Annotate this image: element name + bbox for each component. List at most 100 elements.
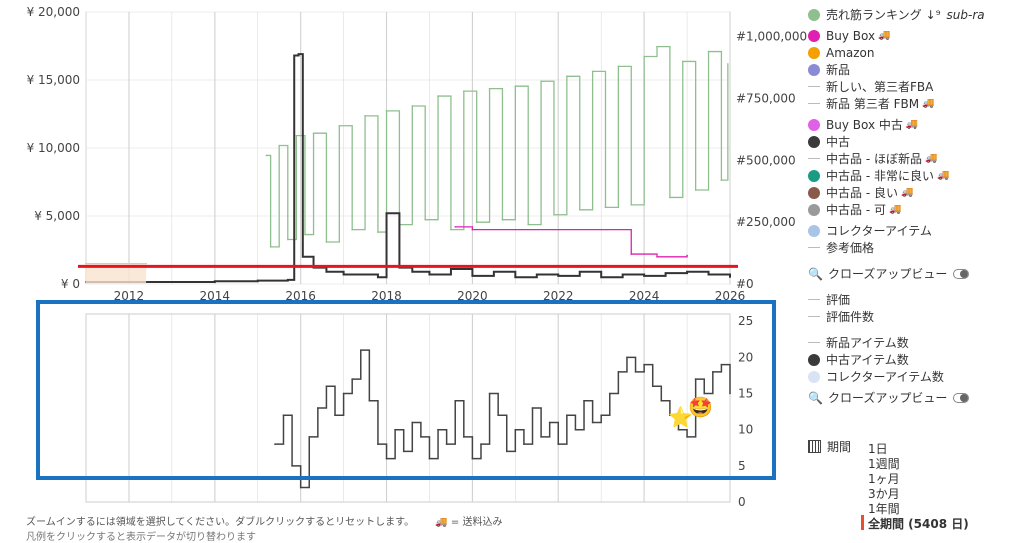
lower-series-point-0	[454, 399, 457, 402]
lower-series-point-0	[608, 392, 611, 395]
truck-icon: 🚚	[888, 204, 902, 215]
legend-item-legend.items2-2[interactable]: 新品アイテム数	[808, 334, 1024, 351]
series-point-0	[385, 110, 388, 112]
legend-item-legend.items-8[interactable]: 中古品 - ほぼ新品 🚚	[808, 150, 1024, 167]
legend-dot-icon	[808, 8, 820, 21]
series-point-2	[297, 53, 300, 55]
lower-y-tick-label: 20	[738, 350, 753, 364]
lower-series-point-0	[437, 428, 439, 431]
series-point-2	[536, 273, 538, 276]
legend-secondary: 評価評価件数新品アイテム数 中古アイテム数 コレクターアイテム数	[808, 291, 1024, 385]
series-point-0	[338, 124, 341, 127]
legend-label: 評価件数	[826, 310, 875, 324]
legend-line-icon	[808, 247, 820, 248]
series-point-2	[286, 279, 289, 281]
series-point-2	[686, 270, 688, 273]
series-point-2	[578, 270, 581, 273]
lower-series-point-0	[626, 356, 628, 359]
range-1w[interactable]: 1週間	[868, 457, 900, 471]
series-point-2	[377, 276, 379, 279]
series-point-0	[527, 223, 530, 226]
lower-series-point-0	[505, 450, 508, 453]
series-point-0	[424, 218, 426, 221]
toggle-switch-icon[interactable]	[953, 392, 970, 403]
legend-item-legend.items2-3[interactable]: 中古アイテム数	[808, 351, 1024, 368]
series-point-0	[727, 63, 729, 65]
lower-series-point-0	[651, 385, 654, 388]
calendar-icon	[808, 440, 821, 453]
series-point-0	[325, 241, 328, 243]
subcategory-label[interactable]: sub-ra	[946, 7, 985, 22]
x-tick-label: 2020	[457, 289, 488, 303]
footer-hint: ズームインするには領域を選択してください。ダブルクリックするとリセットします。 …	[26, 517, 503, 528]
closeup-toggle-1[interactable]: 🔍 クローズアップビュー	[808, 265, 1024, 282]
legend-item-legend.items-5[interactable]: 新品 第三者 FBM 🚚	[808, 95, 1024, 112]
lower-plot-frame	[85, 313, 731, 503]
legend-item-legend.items-3[interactable]: 新品	[808, 61, 1024, 78]
search-icon: 🔍	[808, 266, 823, 281]
lower-series-point-0	[497, 414, 499, 417]
legend-item-legend.items-1[interactable]: Buy Box 🚚	[808, 27, 1024, 44]
lower-series-point-0	[420, 436, 422, 438]
legend-label: 中古品 - 非常に良い	[826, 169, 934, 183]
lower-series-point-0	[686, 436, 688, 438]
series-point-2	[643, 275, 645, 277]
legend-item-legend.items-9[interactable]: 中古品 - 非常に良い 🚚	[808, 167, 1024, 184]
legend-item-legend.items-2[interactable]: Amazon	[808, 44, 1024, 61]
lower-series-point-0	[480, 443, 482, 445]
y-left-tick-label: ¥ 5,000	[34, 209, 80, 223]
lower-series-point-0	[291, 465, 293, 467]
legend-item-legend.items2-0[interactable]: 評価	[808, 291, 1024, 308]
range-1y[interactable]: 1年間	[868, 502, 900, 516]
series-point-0	[514, 85, 517, 87]
legend-item-legend.items-12[interactable]: コレクターアイテム	[808, 222, 1024, 239]
legend-line-icon	[808, 316, 820, 317]
lower-series-point-0	[402, 450, 405, 453]
legend-item-legend.items-13[interactable]: 参考価格	[808, 239, 1024, 256]
lower-series-point-0	[600, 414, 602, 417]
legend-dot-icon	[808, 186, 820, 199]
series-point-1	[471, 228, 474, 231]
legend-item-legend.items2-4[interactable]: コレクターアイテム数	[808, 368, 1024, 385]
legend-dot-icon	[808, 353, 820, 366]
y-left-tick-label: ¥ 20,000	[27, 5, 80, 19]
legend-item-legend.items-11[interactable]: 中古品 - 可 🚚	[808, 201, 1024, 218]
legend-dot-icon	[808, 169, 820, 182]
legend-item-legend.items-0[interactable]: 売れ筋ランキング ↓⁹ sub-ra	[808, 6, 1024, 23]
series-point-0	[540, 80, 542, 83]
legend-item-legend.items-6[interactable]: Buy Box 中古 🚚	[808, 116, 1024, 133]
legend-item-legend.items-10[interactable]: 中古品 - 良い 🚚	[808, 184, 1024, 201]
y-right-tick-label: #1,000,000	[736, 30, 807, 44]
series-point-0	[295, 134, 298, 137]
series-point-0	[377, 231, 379, 233]
series-point-0	[591, 70, 594, 73]
truck-icon: 🚚	[905, 119, 919, 130]
legend-item-legend.items2-1[interactable]: 評価件数	[808, 308, 1024, 325]
range-3m[interactable]: 3か月	[868, 487, 900, 501]
lower-series-point-0	[445, 443, 448, 445]
series-point-2	[302, 255, 304, 258]
range-1m[interactable]: 1ヶ月	[868, 472, 900, 486]
closeup-toggle-2[interactable]: 🔍 クローズアップビュー	[808, 389, 1024, 406]
legend-primary: 売れ筋ランキング ↓⁹ sub-ra Buy Box 🚚 Amazon 新品 新しい、第三者F…	[808, 6, 1024, 256]
legend-label: 中古品 - 可	[826, 203, 886, 217]
lower-series-point-0	[720, 363, 723, 366]
toggle-switch-icon[interactable]	[953, 268, 970, 279]
legend-label: 評価	[826, 293, 851, 307]
legend-item-legend.items-4[interactable]: 新しい、第三者FBA	[808, 78, 1024, 95]
legend-item-legend.items-7[interactable]: 中古	[808, 133, 1024, 150]
series-point-0	[617, 65, 620, 68]
y-right-tick-label: #750,000	[736, 92, 796, 106]
legend-line-icon	[808, 86, 820, 87]
lower-y-tick-label: 15	[738, 387, 753, 401]
sort-icon[interactable]: ↓⁹	[925, 7, 941, 22]
lower-series-point-0	[377, 443, 379, 445]
range-all[interactable]: 全期間 (5408 日)	[861, 515, 969, 531]
lower-series-point-0	[299, 486, 302, 489]
series-point-2	[471, 275, 474, 277]
range-1d[interactable]: 1日	[868, 442, 888, 456]
series-point-2	[664, 272, 667, 274]
legend-line-icon	[808, 342, 820, 343]
series-point-1	[686, 254, 688, 257]
